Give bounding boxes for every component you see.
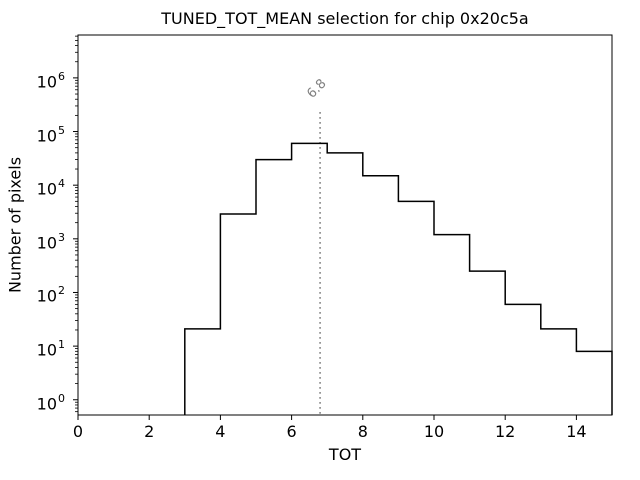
y-tick-label: 101 — [36, 338, 65, 360]
x-tick-label: 14 — [566, 422, 587, 441]
x-tick-label: 6 — [286, 422, 297, 441]
y-tick-label: 102 — [36, 284, 65, 306]
x-tick-label: 2 — [144, 422, 155, 441]
chart-title: TUNED_TOT_MEAN selection for chip 0x20c5… — [161, 9, 529, 28]
x-tick-label: 10 — [423, 422, 445, 441]
y-tick-label: 106 — [36, 69, 65, 92]
y-tick-label: 100 — [36, 391, 65, 414]
x-tick-label: 0 — [72, 422, 84, 441]
histogram-line — [184, 142, 613, 415]
x-axis-label: TOT — [328, 445, 362, 464]
y-tick-label: 104 — [36, 177, 65, 199]
y-tick-label: 105 — [36, 123, 65, 145]
x-tick-label: 4 — [215, 422, 226, 441]
x-tick-label: 12 — [495, 422, 516, 441]
y-tick-label: 103 — [36, 230, 65, 253]
axes-spines — [77, 34, 613, 416]
x-tick-label: 8 — [357, 422, 368, 441]
